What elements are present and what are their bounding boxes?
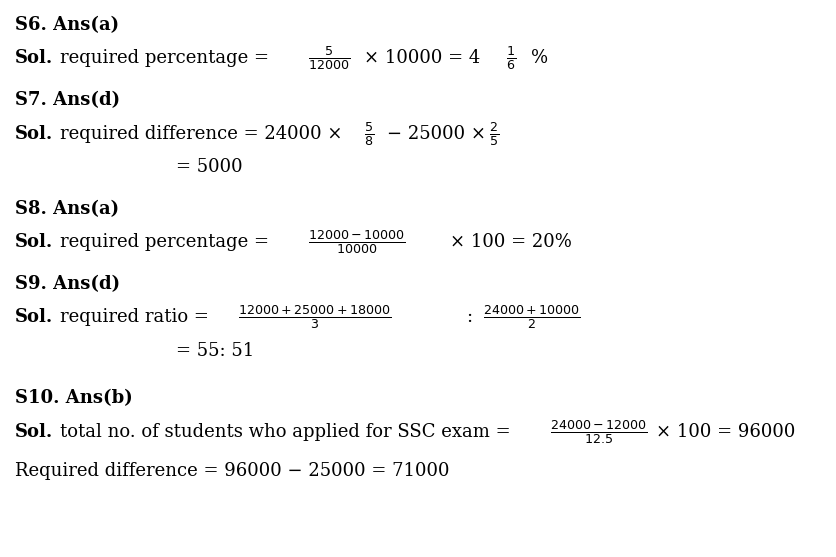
Text: Sol.: Sol. (15, 125, 54, 143)
Text: $\frac{24000-12000}{12.5}$: $\frac{24000-12000}{12.5}$ (550, 418, 648, 446)
Text: required percentage =: required percentage = (60, 50, 269, 67)
Text: Sol.: Sol. (15, 309, 54, 326)
Text: × 100 = 20%: × 100 = 20% (450, 233, 572, 251)
Text: S9. Ans(d): S9. Ans(d) (15, 275, 120, 293)
Text: total no. of students who applied for SSC exam =: total no. of students who applied for SS… (60, 423, 511, 441)
Text: $\frac{1}{6}$: $\frac{1}{6}$ (506, 45, 516, 72)
Text: $\frac{5}{12000}$: $\frac{5}{12000}$ (308, 45, 349, 72)
Text: required difference = 24000 ×: required difference = 24000 × (60, 125, 343, 143)
Text: S10. Ans(b): S10. Ans(b) (15, 389, 133, 407)
Text: S8. Ans(a): S8. Ans(a) (15, 200, 120, 218)
Text: = 5000: = 5000 (176, 158, 242, 176)
Text: :: : (466, 309, 472, 326)
Text: × 100 = 96000: × 100 = 96000 (656, 423, 796, 441)
Text: $\frac{12000+25000+18000}{3}$: $\frac{12000+25000+18000}{3}$ (238, 304, 391, 331)
Text: = 55: 51: = 55: 51 (176, 342, 254, 360)
Text: − 25000 ×: − 25000 × (387, 125, 486, 143)
Text: Sol.: Sol. (15, 50, 54, 67)
Text: $\frac{24000+10000}{2}$: $\frac{24000+10000}{2}$ (483, 304, 581, 331)
Text: × 10000 = 4: × 10000 = 4 (364, 50, 480, 67)
Text: %: % (531, 50, 548, 67)
Text: required percentage =: required percentage = (60, 233, 269, 251)
Text: Sol.: Sol. (15, 423, 54, 441)
Text: $\frac{5}{8}$: $\frac{5}{8}$ (364, 120, 374, 148)
Text: $\frac{12000-10000}{10000}$: $\frac{12000-10000}{10000}$ (308, 228, 405, 256)
Text: S7. Ans(d): S7. Ans(d) (15, 91, 120, 109)
Text: $\frac{2}{5}$: $\frac{2}{5}$ (489, 120, 499, 148)
Text: Required difference = 96000 − 25000 = 71000: Required difference = 96000 − 25000 = 71… (15, 462, 450, 480)
Text: Sol.: Sol. (15, 233, 54, 251)
Text: required ratio =: required ratio = (60, 309, 209, 326)
Text: S6. Ans(a): S6. Ans(a) (15, 16, 120, 34)
